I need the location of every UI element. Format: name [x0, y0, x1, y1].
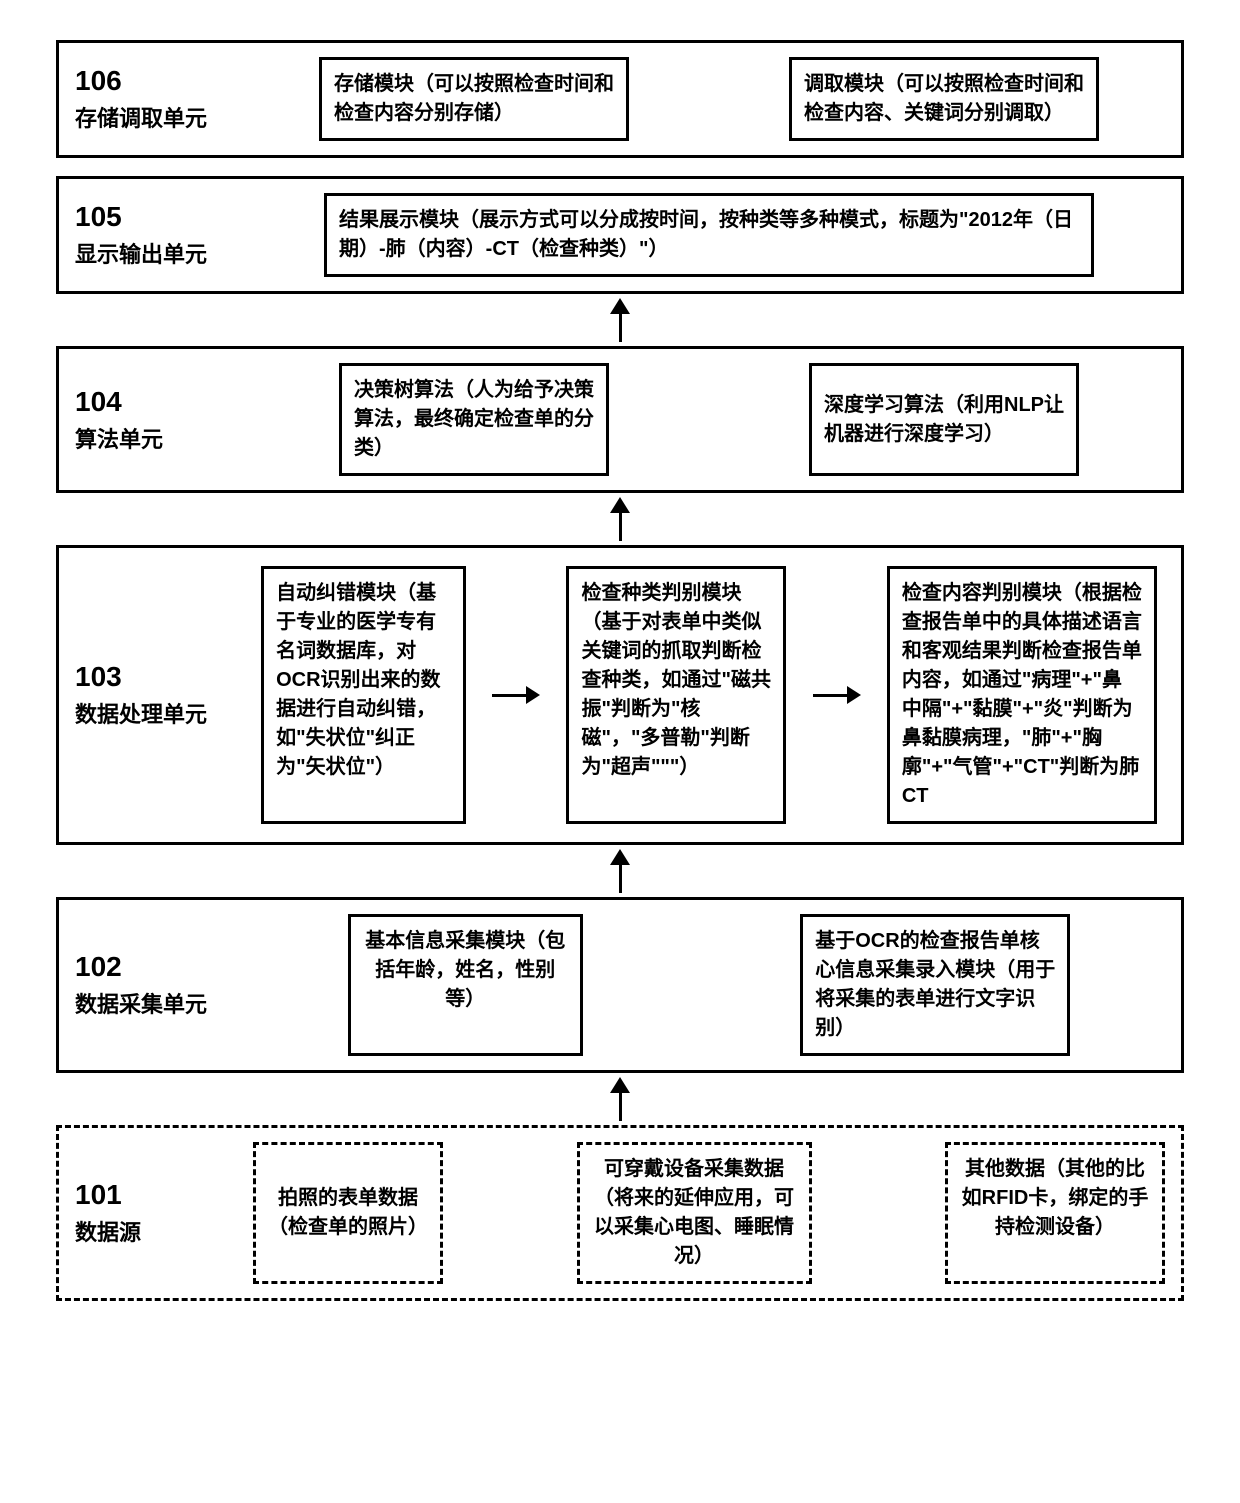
- module-retrieve: 调取模块（可以按照检查时间和检查内容、关键词分别调取）: [789, 57, 1099, 141]
- arrow-103-a-to-b: [492, 686, 540, 704]
- unit-106: 106 存储调取单元 存储模块（可以按照检查时间和检查内容分别存储） 调取模块（…: [56, 40, 1184, 158]
- unit-106-label: 106 存储调取单元: [75, 65, 233, 133]
- arrow-102-to-103: [610, 849, 630, 893]
- unit-102-name: 数据采集单元: [75, 987, 207, 1019]
- diagram-root: 106 存储调取单元 存储模块（可以按照检查时间和检查内容分别存储） 调取模块（…: [56, 40, 1184, 1301]
- unit-106-modules: 存储模块（可以按照检查时间和检查内容分别存储） 调取模块（可以按照检查时间和检查…: [253, 57, 1165, 141]
- unit-106-name: 存储调取单元: [75, 101, 207, 133]
- unit-101-modules: 拍照的表单数据（检查单的照片） 可穿戴设备采集数据（将来的延伸应用，可以采集心电…: [253, 1142, 1165, 1284]
- unit-104-name: 算法单元: [75, 422, 163, 454]
- module-wearable: 可穿戴设备采集数据（将来的延伸应用，可以采集心电图、睡眠情况）: [577, 1142, 812, 1284]
- unit-105-modules: 结果展示模块（展示方式可以分成按时间，按种类等多种模式，标题为"2012年（日期…: [253, 193, 1165, 277]
- unit-103-label: 103 数据处理单元: [75, 661, 233, 729]
- arrow-103-b-to-c: [813, 686, 861, 704]
- unit-103-name: 数据处理单元: [75, 697, 207, 729]
- module-photo-form: 拍照的表单数据（检查单的照片）: [253, 1142, 443, 1284]
- module-decision-tree: 决策树算法（人为给予决策算法，最终确定检查单的分类）: [339, 363, 609, 476]
- arrow-103-to-104: [610, 497, 630, 541]
- module-storage: 存储模块（可以按照检查时间和检查内容分别存储）: [319, 57, 629, 141]
- unit-102-label: 102 数据采集单元: [75, 951, 233, 1019]
- module-deep-learning: 深度学习算法（利用NLP让机器进行深度学习）: [809, 363, 1079, 476]
- module-basic-info: 基本信息采集模块（包括年龄，姓名，性别等）: [348, 914, 583, 1056]
- unit-104: 104 算法单元 决策树算法（人为给予决策算法，最终确定检查单的分类） 深度学习…: [56, 346, 1184, 493]
- module-other-data: 其他数据（其他的比如RFID卡，绑定的手持检测设备）: [945, 1142, 1165, 1284]
- unit-103-modules: 自动纠错模块（基于专业的医学专有名词数据库，对OCR识别出来的数据进行自动纠错，…: [253, 566, 1165, 824]
- unit-101-name: 数据源: [75, 1215, 141, 1247]
- module-exam-content: 检查内容判别模块（根据检查报告单中的具体描述语言和客观结果判断检查报告单内容，如…: [887, 566, 1157, 824]
- unit-105-number: 105: [75, 201, 122, 233]
- unit-106-number: 106: [75, 65, 122, 97]
- module-auto-correct: 自动纠错模块（基于专业的医学专有名词数据库，对OCR识别出来的数据进行自动纠错，…: [261, 566, 466, 824]
- unit-105: 105 显示输出单元 结果展示模块（展示方式可以分成按时间，按种类等多种模式，标…: [56, 176, 1184, 294]
- unit-101-label: 101 数据源: [75, 1179, 233, 1247]
- module-result-display: 结果展示模块（展示方式可以分成按时间，按种类等多种模式，标题为"2012年（日期…: [324, 193, 1094, 277]
- unit-104-number: 104: [75, 386, 122, 418]
- unit-101-number: 101: [75, 1179, 122, 1211]
- arrow-101-to-102: [610, 1077, 630, 1121]
- unit-102-number: 102: [75, 951, 122, 983]
- unit-103: 103 数据处理单元 自动纠错模块（基于专业的医学专有名词数据库，对OCR识别出…: [56, 545, 1184, 845]
- unit-102-modules: 基本信息采集模块（包括年龄，姓名，性别等） 基于OCR的检查报告单核心信息采集录…: [253, 914, 1165, 1056]
- unit-101: 101 数据源 拍照的表单数据（检查单的照片） 可穿戴设备采集数据（将来的延伸应…: [56, 1125, 1184, 1301]
- unit-103-number: 103: [75, 661, 122, 693]
- unit-102: 102 数据采集单元 基本信息采集模块（包括年龄，姓名，性别等） 基于OCR的检…: [56, 897, 1184, 1073]
- module-ocr-input: 基于OCR的检查报告单核心信息采集录入模块（用于将采集的表单进行文字识别）: [800, 914, 1070, 1056]
- unit-104-modules: 决策树算法（人为给予决策算法，最终确定检查单的分类） 深度学习算法（利用NLP让…: [253, 363, 1165, 476]
- module-exam-type: 检查种类判别模块（基于对表单中类似关键词的抓取判断检查种类，如通过"磁共振"判断…: [566, 566, 786, 824]
- unit-104-label: 104 算法单元: [75, 386, 233, 454]
- unit-105-label: 105 显示输出单元: [75, 201, 233, 269]
- arrow-104-to-105: [610, 298, 630, 342]
- unit-105-name: 显示输出单元: [75, 237, 207, 269]
